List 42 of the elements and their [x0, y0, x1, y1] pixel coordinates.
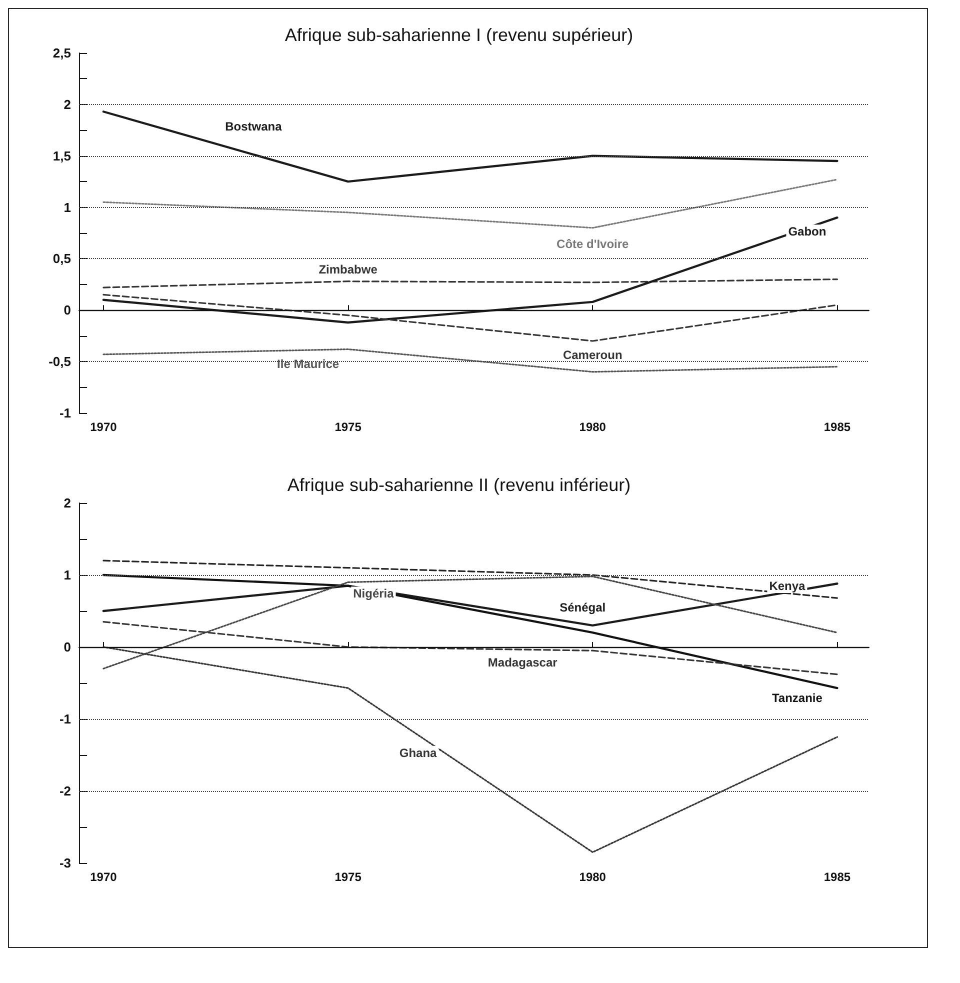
x-tick-label: 1970 — [90, 420, 118, 434]
series-label: Nigéria — [353, 586, 394, 601]
series-label: Cameroun — [562, 348, 622, 362]
chart-title: Afrique sub-saharienne I (revenu supérieur) — [284, 25, 634, 45]
series-label: Ghana — [399, 746, 438, 760]
y-tick-label: 1 — [64, 200, 71, 215]
line-series — [102, 348, 838, 373]
series-label: Sénégal — [560, 600, 606, 614]
x-tick-label: 1980 — [579, 870, 606, 884]
y-tick-label: 0 — [64, 640, 71, 654]
line-series — [102, 294, 838, 342]
line-series — [102, 621, 838, 676]
x-tick-label: 1970 — [90, 870, 118, 884]
y-tick-label: 0,5 — [52, 251, 71, 266]
series-label: Tanzanie — [772, 691, 823, 706]
chart-title: Afrique sub-saharienne II (revenu inférieur) — [287, 475, 631, 495]
line-series — [102, 110, 838, 183]
y-tick-label: 2 — [64, 96, 71, 112]
y-tick-label: -1 — [59, 406, 71, 420]
y-tick-label: 0 — [64, 302, 71, 318]
series-label: Côte d'Ivoire — [556, 236, 630, 251]
series-label: Kenya — [769, 579, 806, 594]
y-tick-label: 2,5 — [52, 46, 71, 60]
y-tick-label: -2 — [59, 784, 71, 798]
x-tick-label: 1985 — [824, 870, 851, 884]
y-tick-label: 2 — [64, 496, 71, 510]
line-series — [102, 646, 838, 853]
x-tick-label: 1975 — [334, 420, 362, 434]
x-tick-label: 1980 — [579, 420, 606, 434]
y-tick-label: -1 — [59, 712, 71, 726]
y-tick-label: 1 — [64, 568, 71, 582]
series-label: Gabon — [788, 224, 826, 239]
x-tick-label: 1975 — [334, 870, 362, 884]
y-tick-label: 1,5 — [52, 148, 71, 164]
series-label: Bostwana — [225, 120, 282, 134]
series-label: Ile Maurice — [277, 357, 340, 372]
series-label: Zimbabwe — [318, 262, 378, 276]
line-series — [102, 278, 838, 288]
y-tick-label: -0,5 — [48, 354, 71, 370]
y-tick-label: -3 — [59, 856, 71, 870]
series-label: Madagascar — [488, 656, 558, 670]
x-tick-label: 1985 — [824, 420, 851, 434]
